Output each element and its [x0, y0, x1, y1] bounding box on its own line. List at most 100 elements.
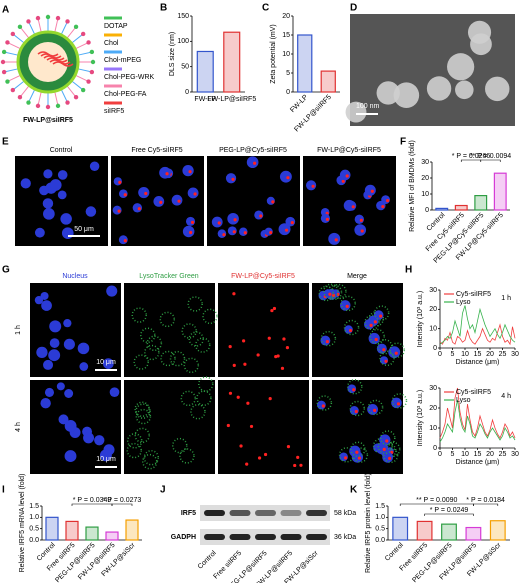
cy5-signal	[165, 172, 169, 176]
particle	[485, 76, 510, 102]
x-tick-label: 5	[451, 451, 455, 458]
y-tick-label: 0.0	[29, 537, 39, 544]
lipid-head	[5, 40, 10, 45]
lysosome	[340, 295, 356, 312]
lipid-tail	[54, 91, 59, 106]
panel-letter: J	[160, 485, 166, 496]
cy5-signal	[355, 450, 359, 454]
y-tick-label: 0.5	[375, 526, 385, 533]
nucleus	[85, 206, 97, 217]
band	[204, 510, 225, 516]
lysosome	[347, 378, 363, 395]
particle	[467, 20, 492, 44]
cy5-signal	[272, 306, 277, 311]
cy5-signal	[188, 170, 192, 174]
nucleus	[106, 285, 118, 297]
cy5-signal	[242, 339, 246, 343]
cy5-signal	[271, 200, 275, 204]
bar	[493, 172, 507, 211]
lipid-head	[90, 59, 96, 65]
x-tick-label: FW-LP@siIRF5	[207, 96, 256, 103]
significance-bracket	[480, 159, 501, 162]
x-tick-label: 30	[511, 451, 519, 458]
bar	[465, 526, 482, 541]
cy5-signal	[259, 214, 263, 218]
row-label: 1 h	[15, 325, 22, 335]
cy5-signal	[386, 199, 390, 203]
nucleus	[211, 216, 223, 228]
nucleus	[58, 414, 69, 425]
cy5-signal	[226, 423, 230, 428]
nucleus	[227, 212, 239, 225]
nucleus	[57, 190, 67, 200]
y-tick-label: 20	[421, 175, 429, 182]
lipid-tail	[20, 27, 30, 39]
nucleus	[328, 232, 341, 245]
cy5-signal	[360, 229, 364, 233]
column-label: Control	[50, 147, 73, 154]
cy5-signal	[369, 323, 373, 327]
band	[255, 534, 276, 540]
cy5-signal	[268, 397, 272, 401]
nucleus	[171, 194, 183, 206]
lipid-head	[86, 40, 91, 45]
lysosome	[367, 399, 384, 416]
lysosome	[349, 400, 366, 417]
nucleus	[159, 166, 171, 179]
nucleus	[64, 420, 77, 432]
lipid-head	[5, 79, 10, 84]
nucleus	[44, 387, 55, 397]
y-tick-label: 1.5	[375, 503, 385, 510]
lipid-head	[55, 15, 61, 21]
lysosome	[320, 330, 337, 347]
lipid-tail	[77, 51, 92, 56]
cy5-signal	[373, 408, 377, 413]
bar	[223, 31, 241, 93]
nucleus	[49, 338, 60, 348]
cy5-signal	[311, 184, 315, 188]
y-tick-label: 50	[181, 64, 189, 71]
lysosome	[391, 393, 408, 409]
lysosome	[144, 344, 160, 361]
nucleus	[99, 449, 112, 462]
nucleus	[367, 403, 379, 415]
panel-letter: D	[350, 3, 357, 14]
legend-label: Lyso	[456, 397, 471, 404]
chart-annotation: 4 h	[501, 393, 511, 400]
bar	[435, 207, 449, 211]
nucleus	[382, 451, 393, 463]
x-axis-label: Distance (μm)	[456, 359, 500, 366]
cy5-signal	[286, 445, 291, 449]
significance-bracket	[473, 503, 499, 506]
cy5-signal	[285, 346, 290, 350]
y-axis-label: Relative IRF5 protein level (fold)	[365, 473, 372, 573]
nucleus	[339, 169, 351, 181]
y-tick-label: 20	[429, 306, 437, 313]
cy5-signal	[177, 199, 181, 203]
cy5-signal	[267, 336, 271, 340]
lysosome	[316, 395, 333, 411]
series-line	[439, 387, 516, 439]
band	[280, 510, 302, 516]
y-tick-label: 30	[429, 385, 437, 392]
nucleus	[61, 227, 74, 239]
bar	[105, 531, 119, 541]
lipid-head	[0, 59, 6, 65]
colocalization-image	[218, 380, 309, 474]
y-tick-label: 10	[429, 425, 437, 432]
lipid-head	[73, 24, 79, 30]
lipid-head	[89, 49, 95, 55]
column-label: Merge	[347, 273, 367, 280]
bar	[85, 526, 99, 541]
nucleus	[354, 214, 365, 224]
nucleus	[153, 196, 165, 207]
lysosome	[373, 305, 390, 321]
lysosome	[380, 430, 396, 446]
legend-label: Chol-PEG-FA	[104, 91, 147, 98]
scale-bar-label: 100 nm	[356, 103, 380, 110]
lipid-tail	[4, 68, 19, 73]
lipid-head	[1, 69, 7, 75]
liposome-core	[28, 42, 68, 82]
bar	[196, 50, 214, 93]
nucleus	[63, 319, 72, 328]
